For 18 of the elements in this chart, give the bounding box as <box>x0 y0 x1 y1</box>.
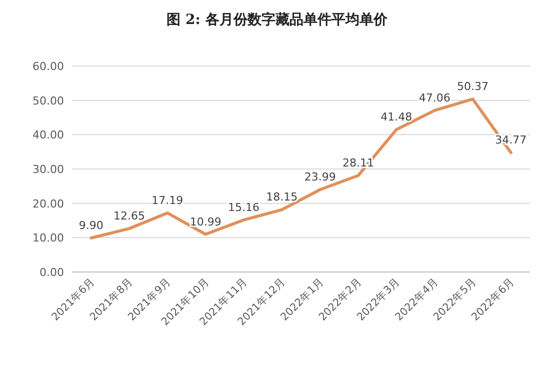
data-label: 10.99 <box>190 215 222 228</box>
data-label: 9.90 <box>78 219 104 232</box>
y-tick-label: 0.00 <box>40 266 64 279</box>
data-label: 41.48 <box>380 110 412 124</box>
data-label: 12.65 <box>114 210 145 223</box>
data-label: 18.15 <box>266 190 298 204</box>
y-tick-label: 20.00 <box>32 197 64 210</box>
y-tick-label: 30.00 <box>32 163 64 176</box>
data-label: 23.99 <box>304 170 336 184</box>
data-label: 47.06 <box>418 91 450 104</box>
data-label: 15.16 <box>228 200 260 214</box>
y-tick-label: 50.00 <box>32 94 64 108</box>
y-tick-label: 10.00 <box>32 232 64 245</box>
chart-title: 图 2: 各月份数字藏品单件平均单价 <box>166 11 388 28</box>
y-tick-label: 60.00 <box>32 60 64 73</box>
data-label: 50.37 <box>457 80 488 94</box>
y-tick-label: 40.00 <box>32 128 64 142</box>
data-label: 17.19 <box>152 194 184 207</box>
